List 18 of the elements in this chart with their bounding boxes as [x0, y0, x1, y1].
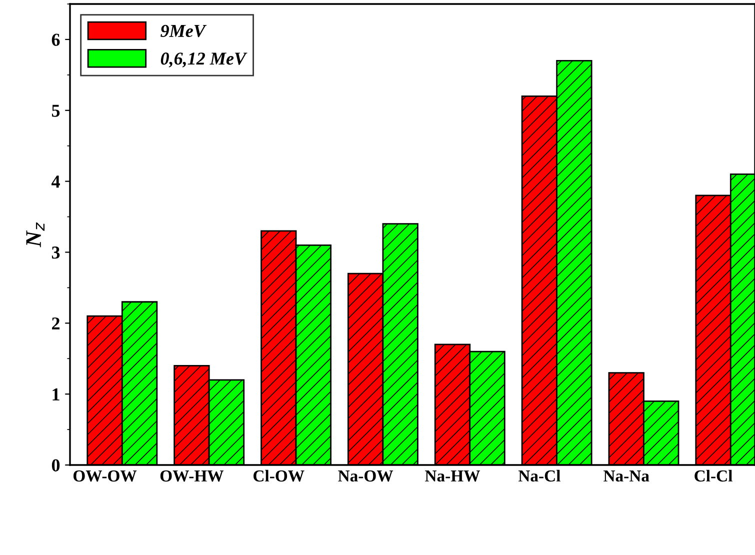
- y-tick-label: 3: [52, 246, 60, 259]
- y-tick-label: 5: [52, 104, 60, 117]
- y-tick-label: 4: [52, 176, 60, 188]
- x-tick-label: Na-HW: [425, 470, 480, 482]
- x-tick-label: Na-Na: [604, 470, 650, 482]
- x-tick-label: Na-OW: [338, 470, 394, 482]
- y-tick-label: 2: [52, 317, 60, 330]
- y-tick-label: 1: [52, 388, 60, 400]
- y-axis-title: N$_{z}$: [26, 222, 44, 248]
- x-tick-label: Cl-OW: [254, 470, 304, 482]
- legend-label: 9MeV: [160, 24, 207, 38]
- x-tick-label: Na-Cl: [518, 470, 560, 482]
- y-tick-label: 6: [52, 34, 60, 46]
- x-tick-label: OW-HW: [160, 470, 224, 482]
- y-tick-label: 0: [52, 459, 60, 472]
- x-tick-label: OW-OW: [73, 470, 137, 482]
- x-tick-label: Cl-Cl: [694, 470, 732, 482]
- legend-label: 0,6,12 MeV: [160, 52, 248, 68]
